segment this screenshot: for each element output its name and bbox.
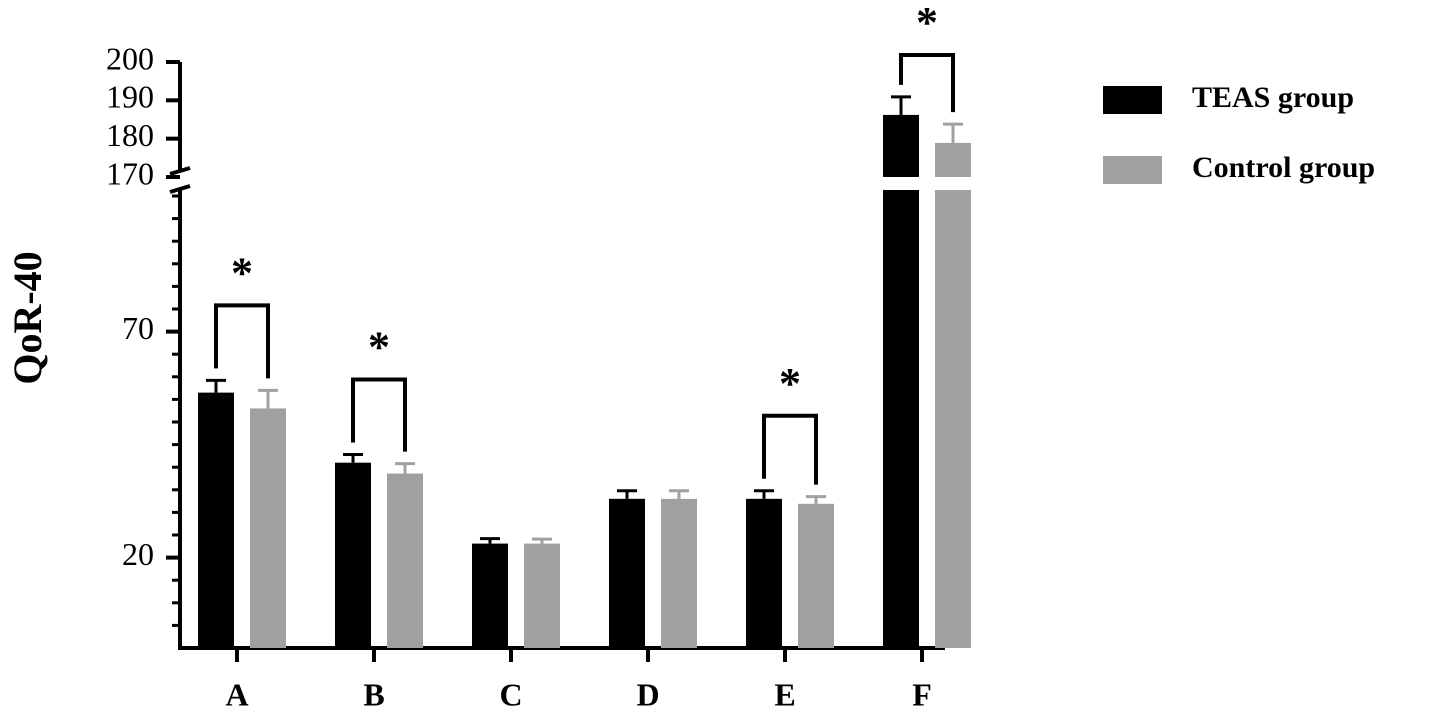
legend-swatch — [1103, 86, 1162, 114]
x-tick-label: D — [636, 676, 659, 712]
significance-label: * — [916, 0, 938, 47]
bar — [250, 408, 286, 648]
x-tick-label: C — [499, 676, 522, 712]
significance-bracket — [762, 413, 818, 485]
bar — [798, 503, 834, 648]
y-tick-label: 200 — [106, 40, 154, 76]
bar — [198, 392, 234, 648]
y-axis-label: QoR-40 — [5, 251, 50, 384]
significance-bracket — [214, 303, 270, 379]
bar — [883, 190, 919, 648]
legend-label: TEAS group — [1192, 81, 1354, 114]
y-tick-label: 180 — [106, 117, 154, 153]
axis-break — [169, 184, 191, 194]
bar — [335, 462, 371, 648]
significance-label: * — [231, 249, 253, 298]
bar — [746, 498, 782, 648]
axis-break — [169, 166, 191, 176]
bar — [883, 114, 919, 177]
significance-bracket — [351, 377, 407, 452]
legend-label: Control group — [1192, 151, 1375, 184]
legend-swatch — [1103, 156, 1162, 184]
bar — [387, 473, 423, 648]
x-tick-label: B — [363, 676, 384, 712]
significance-bracket — [899, 53, 955, 113]
y-tick-label: 190 — [106, 79, 154, 115]
bar — [472, 543, 508, 648]
y-tick-label: 70 — [122, 310, 154, 346]
y-tick-label: 170 — [106, 155, 154, 191]
x-tick-label: E — [774, 676, 795, 712]
bar — [935, 142, 971, 177]
bar — [609, 498, 645, 648]
bar — [935, 190, 971, 648]
significance-label: * — [779, 359, 801, 408]
bar — [524, 543, 560, 648]
x-tick-label: F — [912, 676, 932, 712]
significance-label: * — [368, 323, 390, 372]
x-tick-label: A — [225, 676, 248, 712]
bar — [661, 498, 697, 648]
y-tick-label: 20 — [122, 536, 154, 572]
